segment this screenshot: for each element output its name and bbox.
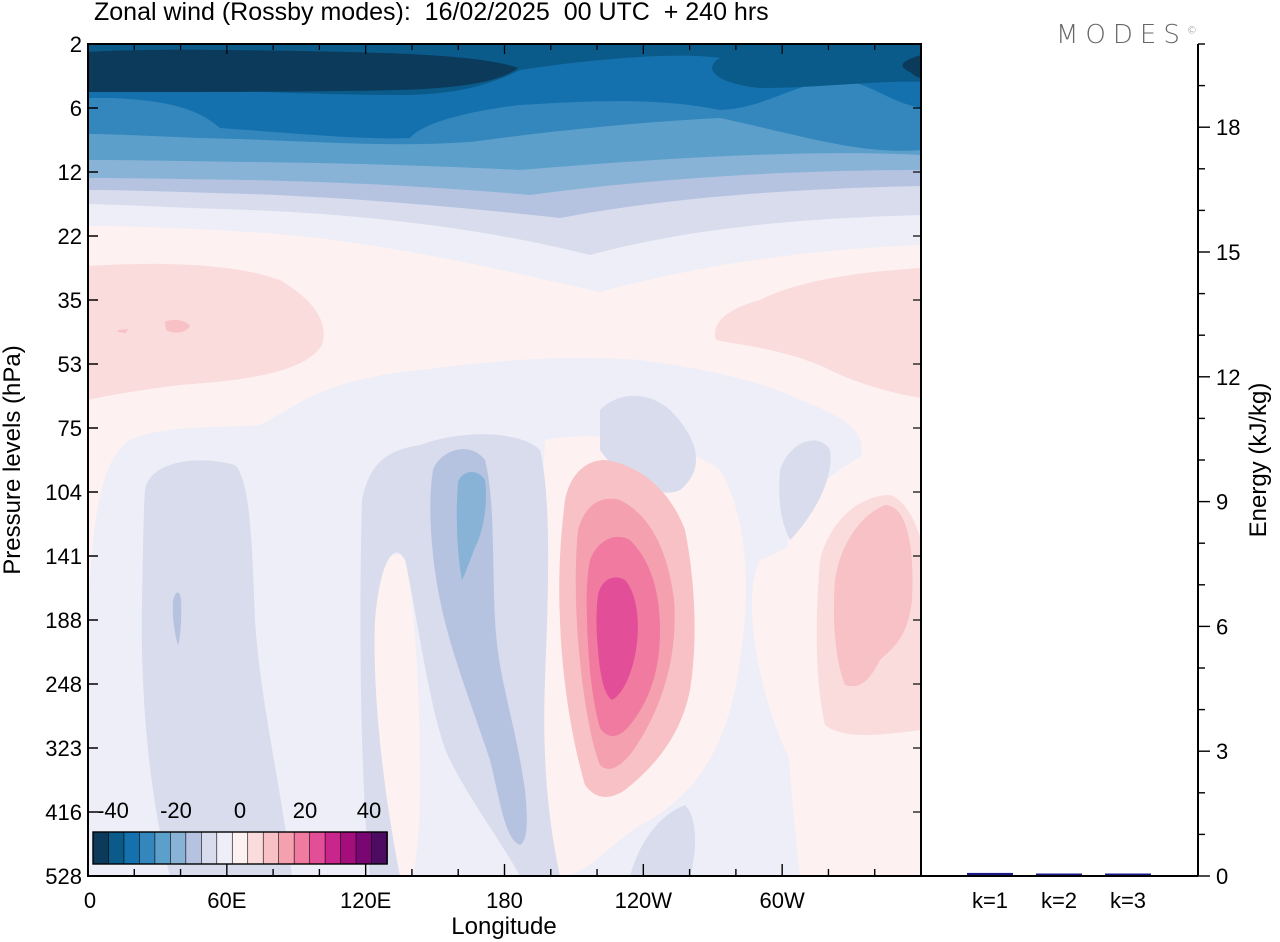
- y-tick-label-188: 188: [45, 608, 82, 633]
- contour-field: [88, 44, 921, 876]
- colorbar-label-0: 0: [234, 798, 246, 823]
- copyright-mark: ©: [1186, 25, 1197, 37]
- y-tick-label-141: 141: [45, 544, 82, 569]
- y-tick-label-2: 2: [70, 32, 82, 57]
- colorbar-swatch-35: [340, 831, 357, 865]
- y-tick-label-12: 12: [58, 160, 82, 185]
- energy-tick-label-3: 3: [1216, 739, 1228, 764]
- colorbar-label-minus-40: -40: [97, 798, 129, 823]
- longitude-axis: 0 60E 120E 180 120W 60W: [84, 44, 876, 913]
- y-tick-label-104: 104: [45, 480, 82, 505]
- colorbar-swatch-40: [355, 831, 373, 865]
- colorbar-swatches: [92, 831, 388, 865]
- colorbar-label-minus-20: -20: [160, 798, 192, 823]
- colorbar-swatch--40: [108, 831, 125, 865]
- energy-tick-label-9: 9: [1216, 490, 1228, 515]
- colorbar-label-40: 40: [357, 798, 381, 823]
- energy-bar-k=2: [1036, 873, 1082, 875]
- y-tick-label-323: 323: [45, 736, 82, 761]
- y-tick-label-22: 22: [58, 224, 82, 249]
- energy-bars: [967, 872, 1151, 875]
- x-tick-label-120W: 120W: [615, 888, 673, 913]
- brand-text: MODES: [1056, 20, 1187, 50]
- contour-minus-10-east: [779, 440, 831, 540]
- y-tick-label-53: 53: [58, 352, 82, 377]
- colorbar-swatch-20: [293, 831, 311, 865]
- energy-axis-label: Energy (kJ/kg): [1245, 383, 1272, 538]
- colorbar: -40 -20 0 20 40: [92, 798, 388, 865]
- x-tick-label-60E: 60E: [207, 888, 246, 913]
- y-tick-label-528: 528: [45, 864, 82, 889]
- energy-axis: 0 3 6 9 12 15 18: [1198, 43, 1240, 889]
- colorbar-swatch-0: [231, 831, 249, 865]
- colorbar-swatch-5: [247, 831, 265, 865]
- x-tick-label-180: 180: [486, 888, 523, 913]
- contour-minus-10-lower-west: [141, 460, 292, 876]
- x-tick-label-60W: 60W: [760, 888, 805, 913]
- colorbar-frame: [92, 831, 388, 865]
- modes-logo: MODES©: [1056, 20, 1197, 50]
- colorbar-swatch-30: [324, 831, 342, 865]
- contour-minus-20-lower: [456, 471, 486, 580]
- x-tick-label-0: 0: [84, 888, 96, 913]
- colorbar-swatch--30: [139, 831, 156, 865]
- contour-plus-25-jet: [596, 577, 638, 700]
- bar-label-k2: k=2: [1041, 888, 1077, 913]
- energy-tick-label-18: 18: [1216, 115, 1240, 140]
- contour-minus-45: [88, 49, 518, 92]
- energy-tick-label-6: 6: [1216, 614, 1228, 639]
- contour-minus-15-speck: [172, 592, 182, 645]
- y-tick-label-248: 248: [45, 672, 82, 697]
- energy-tick-label-0: 0: [1216, 864, 1228, 889]
- contour-plus-10-speck: [165, 319, 190, 333]
- contour-minus-10-surface: [630, 805, 695, 876]
- x-axis-label: Longitude: [451, 913, 556, 940]
- colorbar-swatch--35: [123, 831, 141, 865]
- bar-label-k1: k=1: [972, 888, 1008, 913]
- colorbar-swatch-25: [309, 831, 326, 865]
- colorbar-swatch-10: [262, 831, 280, 865]
- contour-plus-5-east-band: [714, 268, 921, 398]
- colorbar-swatch-45: [371, 831, 388, 865]
- y-tick-label-6: 6: [70, 96, 82, 121]
- colorbar-swatch--15: [185, 831, 203, 865]
- energy-tick-label-12: 12: [1216, 365, 1240, 390]
- colorbar-swatch--45: [92, 831, 110, 865]
- bar-label-k3: k=3: [1110, 888, 1146, 913]
- colorbar-swatch--25: [154, 831, 172, 865]
- energy-tick-label-15: 15: [1216, 240, 1240, 265]
- x-tick-label-120E: 120E: [340, 888, 391, 913]
- pressure-axis: 2 6 12 22 35 53 75 104 141 188 248 323 416 528: [45, 32, 921, 889]
- colorbar-swatch-15: [278, 831, 295, 865]
- y-tick-label-35: 35: [58, 288, 82, 313]
- chart-title: Zonal wind (Rossby modes): 16/02/2025 00…: [94, 0, 769, 26]
- energy-bar-k=3: [1105, 873, 1151, 875]
- y-tick-label-75: 75: [58, 416, 82, 441]
- y-axis-label: Pressure levels (hPa): [0, 345, 26, 574]
- contour-minus-15-lower: [430, 449, 527, 845]
- colorbar-swatch--20: [170, 831, 187, 865]
- contour-plus-15-east: [833, 505, 913, 687]
- contour-plus-5-west-band: [88, 263, 324, 400]
- colorbar-swatch--10: [201, 831, 218, 865]
- contour-plus-10-speck-2: [118, 329, 128, 333]
- colorbar-swatch--5: [216, 831, 234, 865]
- energy-bar-k=1: [967, 872, 1013, 875]
- y-tick-label-416: 416: [45, 800, 82, 825]
- contour-minus-45-east: [902, 55, 921, 78]
- colorbar-label-20: 20: [293, 798, 317, 823]
- energy-panel: 0 3 6 9 12 15 18 k=1 k=2 k=3 Energy (kJ/kg): [921, 43, 1272, 913]
